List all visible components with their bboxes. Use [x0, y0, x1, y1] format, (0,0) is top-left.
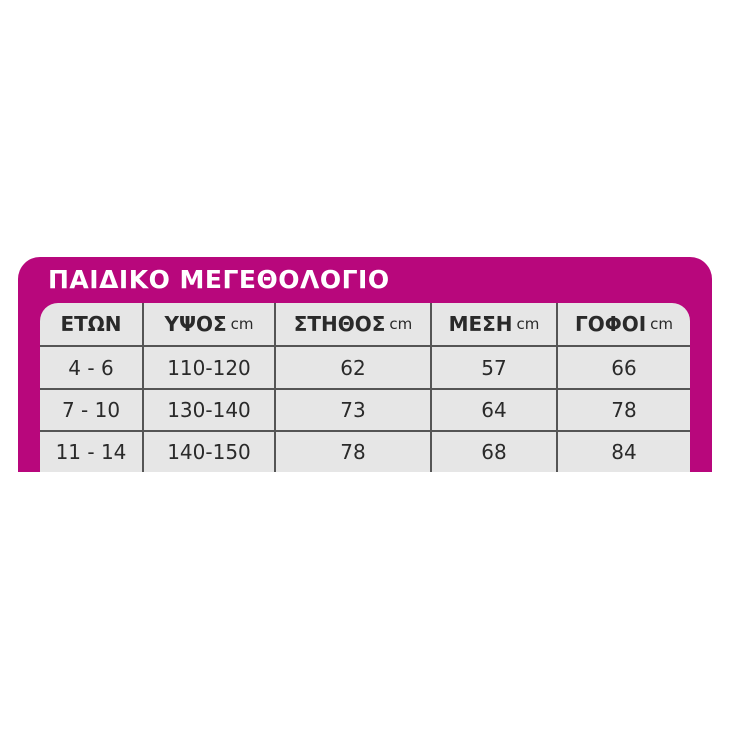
table-row: 7 - 10 130-140 73 64 78: [40, 390, 690, 430]
header-label: ΣΤΗΘΟΣ: [293, 312, 386, 336]
header-label: ΓΟΦΟΙ: [574, 312, 647, 336]
cell-chest: 73: [274, 390, 430, 430]
cell-hips: 78: [556, 390, 690, 430]
table-row: 4 - 6 110-120 62 57 66: [40, 347, 690, 388]
header-label: ΕΤΩΝ: [60, 312, 122, 336]
header-unit: cm: [650, 315, 674, 333]
cell-height: 130-140: [142, 390, 274, 430]
size-chart-panel: ΠΑΙΔΙΚΟ ΜΕΓΕΘΟΛΟΓΙΟ ΕΤΩΝ ΥΨΟΣ cm ΣΤΗΘΟΣ cm…: [18, 257, 712, 472]
cell-height: 110-120: [142, 347, 274, 388]
cell-chest: 62: [274, 347, 430, 388]
header-waist: ΜΕΣΗ cm: [430, 303, 556, 345]
size-chart-title: ΠΑΙΔΙΚΟ ΜΕΓΕΘΟΛΟΓΙΟ: [48, 265, 390, 294]
cell-hips: 66: [556, 347, 690, 388]
cell-chest: 78: [274, 432, 430, 472]
cell-age: 4 - 6: [68, 355, 114, 380]
cell-age: 7 - 10: [61, 398, 121, 422]
header-label: ΥΨΟΣ: [164, 312, 227, 336]
table-header-row: ΕΤΩΝ ΥΨΟΣ cm ΣΤΗΘΟΣ cm ΜΕΣΗ cm ΓΟΦΟΙ cm: [40, 303, 690, 345]
divider: [40, 345, 690, 347]
divider: [40, 430, 690, 432]
cell-height: 140-150: [142, 432, 274, 472]
size-table: ΕΤΩΝ ΥΨΟΣ cm ΣΤΗΘΟΣ cm ΜΕΣΗ cm ΓΟΦΟΙ cm 4 - …: [40, 303, 690, 472]
header-hips: ΓΟΦΟΙ cm: [556, 303, 690, 345]
cell-waist: 68: [430, 432, 556, 472]
header-height: ΥΨΟΣ cm: [142, 303, 274, 345]
header-age: ΕΤΩΝ: [40, 303, 142, 345]
cell-age: 11 - 14: [55, 440, 127, 464]
header-unit: cm: [230, 315, 254, 333]
cell-waist: 57: [430, 347, 556, 388]
table-row: 11 - 14 140-150 78 68 84: [40, 432, 690, 472]
header-unit: cm: [516, 315, 540, 333]
divider: [40, 388, 690, 390]
header-chest: ΣΤΗΘΟΣ cm: [274, 303, 430, 345]
cell-waist: 64: [430, 390, 556, 430]
header-label: ΜΕΣΗ: [448, 312, 513, 336]
header-unit: cm: [389, 315, 413, 333]
cell-hips: 84: [556, 432, 690, 472]
